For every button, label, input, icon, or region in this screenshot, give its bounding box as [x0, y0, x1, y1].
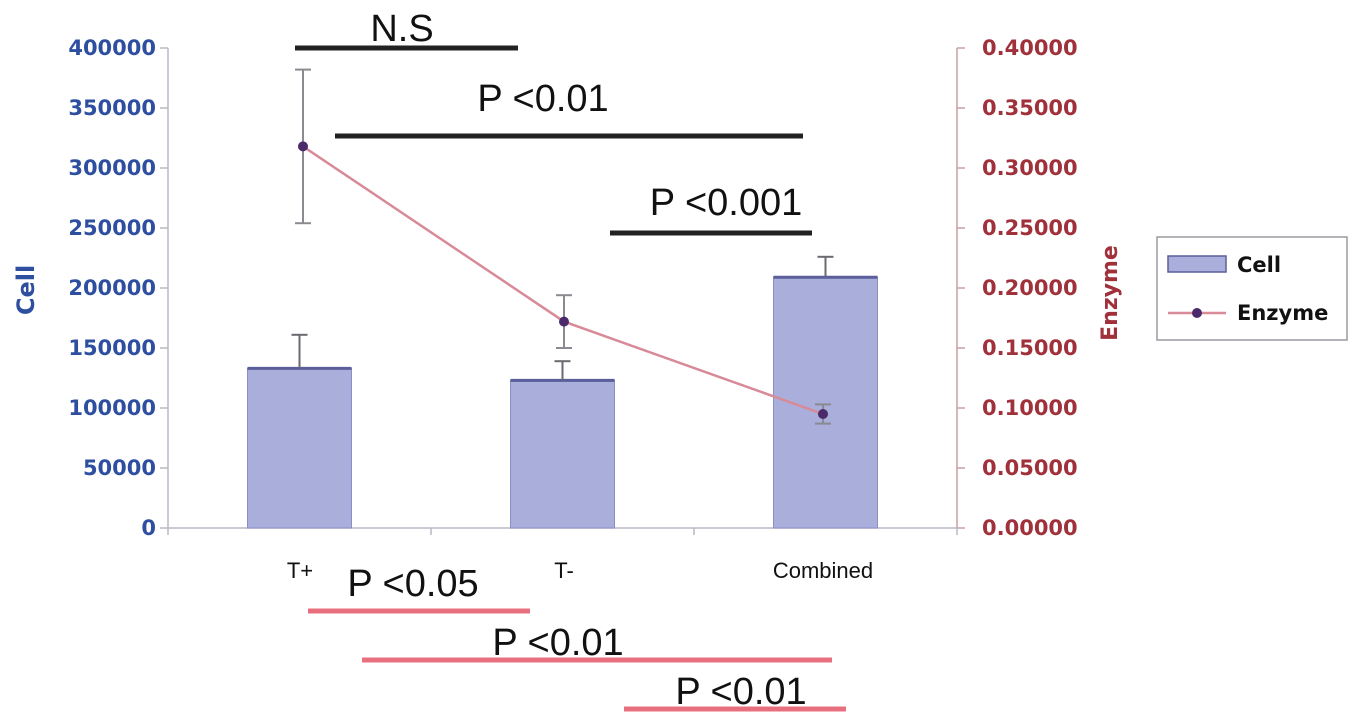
right-tick-label: 0.40000	[982, 36, 1078, 60]
category-label: T-	[554, 558, 574, 583]
bar-cell	[247, 367, 352, 529]
enzyme-line	[295, 68, 831, 425]
bars	[247, 255, 878, 529]
left-tick-label: 150000	[68, 336, 156, 360]
significance-annotations: N.S P <0.01 P <0.001 P <0.05 P <0.01 P <0.01	[295, 8, 846, 713]
left-tick-label: 50000	[83, 456, 156, 480]
legend-swatch-enzyme-marker	[1192, 308, 1202, 318]
significance-label-bottom: P <0.01	[675, 671, 806, 713]
enzyme-point	[818, 409, 828, 419]
legend-label-enzyme: Enzyme	[1237, 301, 1328, 325]
legend-swatch-cell	[1167, 255, 1227, 273]
right-tick-label: 0.15000	[982, 336, 1078, 360]
category-label: T+	[287, 558, 313, 583]
right-tick-label: 0.10000	[982, 396, 1078, 420]
axes: 0 50000 100000 150000 200000 250000 300000 3500…	[12, 36, 1123, 583]
right-tick-label: 0.35000	[982, 96, 1078, 120]
bar-cell	[510, 379, 615, 529]
left-tick-label: 100000	[68, 396, 156, 420]
right-tick-label: 0.20000	[982, 276, 1078, 300]
legend-label-cell: Cell	[1237, 253, 1281, 277]
left-tick-label: 200000	[68, 276, 156, 300]
enzyme-point	[559, 316, 569, 327]
left-tick-label: 400000	[68, 36, 156, 60]
left-axis-title: Cell	[12, 265, 40, 315]
right-axis-title: Enzyme	[1098, 245, 1123, 341]
left-tick-label: 0	[141, 516, 156, 540]
enzyme-point	[298, 141, 308, 152]
right-tick-label: 0.05000	[982, 456, 1078, 480]
significance-label-top: N.S	[370, 8, 433, 50]
significance-label-top: P <0.001	[650, 182, 803, 224]
left-tick-label: 350000	[68, 96, 156, 120]
significance-label-bottom: P <0.01	[492, 622, 623, 664]
significance-label-top: P <0.01	[477, 78, 608, 120]
right-tick-label: 0.25000	[982, 216, 1078, 240]
right-tick-label: 0.00000	[982, 516, 1078, 540]
right-tick-label: 0.30000	[982, 156, 1078, 180]
category-label: Combined	[773, 558, 873, 583]
legend-box	[1156, 236, 1348, 341]
legend: Cell Enzyme	[1156, 236, 1348, 341]
left-tick-label: 300000	[68, 156, 156, 180]
left-tick-label: 250000	[68, 216, 156, 240]
significance-label-bottom: P <0.05	[347, 563, 478, 605]
